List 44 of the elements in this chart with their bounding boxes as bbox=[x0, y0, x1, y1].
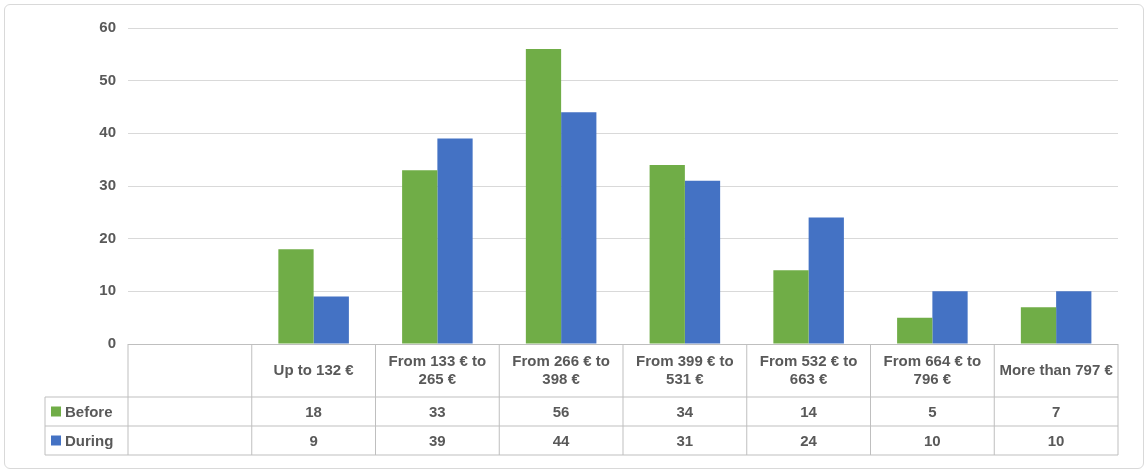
data-label: 34 bbox=[676, 402, 694, 420]
bar bbox=[313, 296, 349, 344]
x-tick-label: More than 797 € bbox=[999, 360, 1114, 378]
bar bbox=[897, 317, 933, 344]
x-tick-label: From 133 € to 265 € bbox=[388, 351, 487, 387]
bar bbox=[561, 112, 597, 344]
y-tick-label: 50 bbox=[99, 70, 116, 88]
data-label: 7 bbox=[1051, 402, 1061, 420]
bar bbox=[649, 164, 685, 344]
y-tick-label: 40 bbox=[99, 123, 116, 141]
data-label: 31 bbox=[676, 431, 694, 449]
y-tick-label: 20 bbox=[99, 228, 116, 246]
y-tick-label: 60 bbox=[99, 18, 116, 36]
data-label: 56 bbox=[552, 402, 570, 420]
bar bbox=[525, 49, 562, 344]
bar bbox=[1056, 291, 1092, 344]
bar bbox=[808, 217, 844, 344]
legend-label: During bbox=[65, 431, 114, 449]
bar bbox=[437, 138, 473, 344]
bar bbox=[278, 249, 314, 344]
data-label: 39 bbox=[429, 431, 446, 449]
data-label: 24 bbox=[800, 431, 818, 449]
data-label: 10 bbox=[1047, 431, 1065, 449]
x-tick-label: From 399 € to 531 € bbox=[636, 351, 734, 387]
bar bbox=[773, 270, 809, 344]
y-tick-label: 30 bbox=[99, 176, 116, 194]
data-label: 9 bbox=[309, 431, 318, 449]
x-tick-label: Up to 132 € bbox=[273, 360, 355, 378]
bar bbox=[932, 291, 968, 344]
bar bbox=[402, 170, 438, 344]
data-label: 33 bbox=[429, 402, 446, 420]
bar bbox=[684, 180, 721, 344]
x-tick-label: From 664 € to 796 € bbox=[883, 351, 982, 387]
data-label: 18 bbox=[305, 402, 322, 420]
bar bbox=[1020, 307, 1057, 344]
data-label: 5 bbox=[928, 402, 937, 420]
data-label: 14 bbox=[800, 402, 818, 420]
data-label: 10 bbox=[924, 431, 941, 449]
y-tick-label: 10 bbox=[99, 281, 116, 299]
data-label: 44 bbox=[552, 431, 571, 449]
legend-label: Before bbox=[65, 402, 113, 420]
y-tick-label: 0 bbox=[107, 334, 116, 352]
x-tick-label: From 532 € to 663 € bbox=[759, 351, 858, 387]
x-tick-label: From 266 € to 398 € bbox=[512, 351, 610, 387]
